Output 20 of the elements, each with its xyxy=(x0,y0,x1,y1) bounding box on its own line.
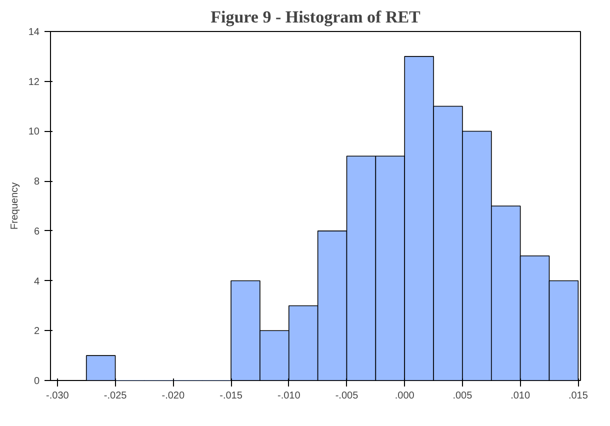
y-tick-label: 8 xyxy=(34,176,40,188)
y-tick-label: 10 xyxy=(28,126,40,138)
x-tick-label: -.025 xyxy=(104,390,128,402)
x-tick-label: .005 xyxy=(452,390,473,402)
x-tick-label: -.020 xyxy=(162,390,185,402)
y-tick-label: 2 xyxy=(34,326,40,338)
y-tick-label: 4 xyxy=(34,276,40,288)
x-tick-label: -.010 xyxy=(277,390,301,402)
x-tick-label: .000 xyxy=(394,390,415,402)
y-tick-label: 12 xyxy=(28,76,40,88)
x-tick-label: .010 xyxy=(510,390,530,402)
y-axis-title: Frequency xyxy=(9,182,20,230)
x-tick-label: -.015 xyxy=(220,390,243,402)
x-tick-label: .015 xyxy=(568,390,588,402)
x-tick-label: -.005 xyxy=(335,390,359,402)
y-tick-label: 6 xyxy=(34,226,40,238)
x-tick-label: -.030 xyxy=(46,390,70,402)
y-tick-label: 14 xyxy=(28,27,40,38)
y-tick-label: 0 xyxy=(34,376,40,387)
chart-title: Figure 9 - Histogram of RET xyxy=(210,8,422,26)
